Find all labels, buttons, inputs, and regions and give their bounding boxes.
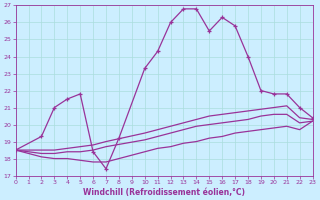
X-axis label: Windchill (Refroidissement éolien,°C): Windchill (Refroidissement éolien,°C) [83, 188, 245, 197]
